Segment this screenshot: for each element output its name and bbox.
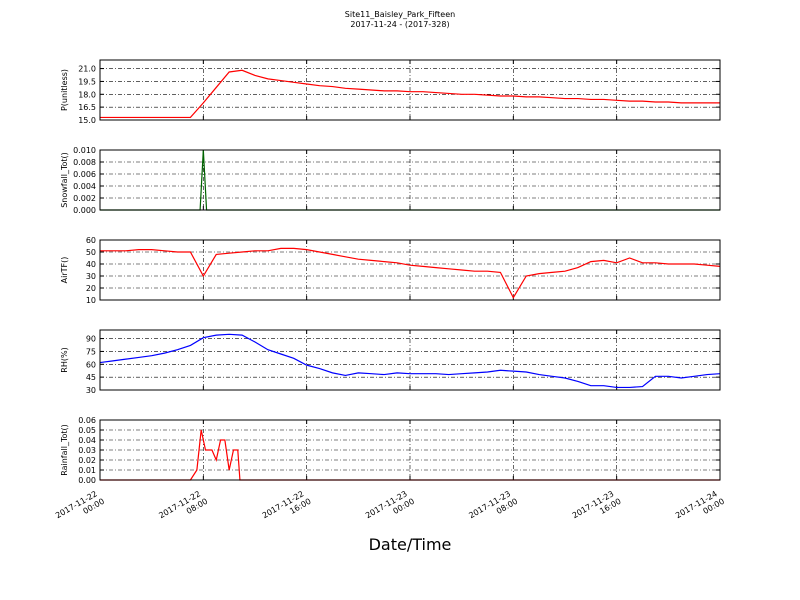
- y-tick-label: 0.03: [78, 446, 96, 455]
- x-tick-label: 2017-11-22 16:00: [261, 488, 313, 529]
- data-line: [100, 429, 720, 481]
- plot-frame: [99, 149, 721, 211]
- chart-title: Site11_Baisley_Park_Fifteen: [345, 10, 455, 19]
- x-tick-label: 2017-11-22 08:00: [157, 488, 209, 529]
- y-tick-label: 18.0: [78, 90, 96, 99]
- x-tick-label: 2017-11-24 00:00: [674, 488, 726, 529]
- y-axis-label: RH(%): [60, 347, 69, 372]
- y-tick-label: 45: [86, 373, 96, 382]
- y-tick-label: 60: [86, 360, 96, 369]
- y-tick-label: 40: [86, 260, 96, 269]
- y-axis-label: Rainfall_Tot(): [60, 424, 69, 476]
- x-tick-label: 2017-11-23 08:00: [467, 488, 519, 529]
- y-tick-label: 0.06: [78, 416, 96, 425]
- y-tick-label: 0.008: [73, 158, 96, 167]
- y-tick-label: 30: [86, 386, 96, 395]
- y-tick-label: 0.004: [73, 182, 96, 191]
- data-line: [100, 247, 721, 299]
- y-tick-label: 15.0: [78, 116, 96, 125]
- y-tick-label: 10: [86, 296, 96, 305]
- y-tick-label: 0.00: [78, 476, 96, 485]
- x-tick-label: 2017-11-22 00:00: [54, 488, 106, 529]
- plot-frame: [99, 239, 721, 301]
- y-tick-label: 0.002: [73, 194, 96, 203]
- y-tick-label: 60: [86, 236, 96, 245]
- y-axis-label: P(unitless): [60, 69, 69, 111]
- y-tick-label: 20: [86, 284, 96, 293]
- y-tick-label: 0.04: [78, 436, 96, 445]
- data-line: [100, 69, 720, 119]
- plot-frame: [99, 419, 721, 481]
- y-tick-label: 21.0: [78, 65, 96, 74]
- y-tick-label: 0.01: [78, 466, 96, 475]
- y-tick-label: 0.000: [73, 206, 96, 215]
- y-tick-label: 90: [86, 335, 96, 344]
- y-axis-label: AirTF(): [60, 257, 69, 284]
- x-tick-label: 2017-11-23 00:00: [364, 488, 416, 529]
- x-tick-label: 2017-11-23 16:00: [571, 488, 623, 529]
- y-tick-label: 0.010: [73, 146, 96, 155]
- x-axis-label: Date/Time: [369, 535, 452, 554]
- y-tick-label: 30: [86, 272, 96, 281]
- plot-frame: [99, 329, 721, 391]
- data-line: [99, 333, 721, 389]
- y-tick-label: 16.5: [78, 103, 96, 112]
- chart-subtitle: 2017-11-24 - (2017-328): [350, 20, 449, 29]
- y-tick-label: 0.006: [73, 170, 96, 179]
- y-tick-label: 0.05: [78, 426, 96, 435]
- y-tick-label: 0.02: [78, 456, 96, 465]
- y-tick-label: 19.5: [78, 77, 96, 86]
- y-tick-label: 50: [86, 248, 96, 257]
- y-tick-label: 75: [86, 347, 96, 356]
- plot-frame: [99, 59, 721, 121]
- y-axis-label: Snowfall_Tot(): [60, 152, 69, 208]
